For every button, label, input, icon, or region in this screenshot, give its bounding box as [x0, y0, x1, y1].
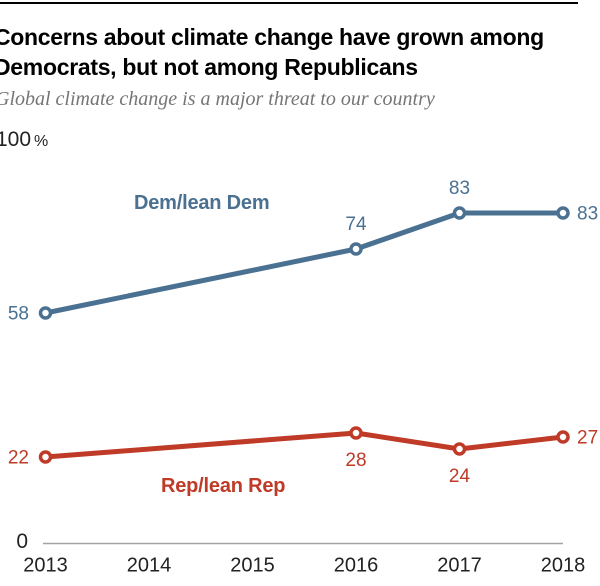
- line-rep-lean-rep: [43, 430, 566, 460]
- value-label-rep-lean-rep: 22: [8, 448, 29, 469]
- data-point-marker-rep-lean-rep: [349, 426, 363, 440]
- chart-subtitle: Global climate change is a major threat …: [0, 88, 435, 110]
- x-tick-label: 2013: [23, 555, 68, 577]
- y-axis-max-value: 100: [0, 128, 32, 151]
- dem-series-label: Dem/lean Dem: [134, 192, 270, 214]
- value-label-dem-lean-dem: 74: [345, 214, 367, 235]
- x-tick-label: 2017: [437, 555, 482, 577]
- value-label-dem-lean-dem: 58: [8, 304, 29, 325]
- chart-title-line1: Concerns about climate change have grown…: [0, 24, 544, 50]
- chart-title-line2: Democrats, but not among Republicans: [0, 54, 418, 80]
- x-tick-label: 2015: [230, 555, 275, 577]
- value-label-rep-lean-rep: 28: [345, 450, 366, 471]
- value-label-dem-lean-dem: 83: [449, 178, 470, 199]
- data-point-marker-dem-lean-dem: [452, 206, 467, 220]
- top-rule: [0, 2, 578, 4]
- rep-series-label: Rep/lean Rep: [161, 475, 286, 497]
- x-tick-label: 2018: [541, 555, 586, 577]
- value-label-dem-lean-dem: 83: [577, 204, 598, 225]
- y-axis-zero-label: 0: [16, 530, 28, 553]
- data-point-marker-dem-lean-dem: [556, 206, 570, 220]
- y-axis-max-label: 100%: [0, 128, 48, 152]
- data-point-marker-dem-lean-dem: [38, 306, 53, 320]
- line-dem-lean-dem: [43, 210, 566, 316]
- x-tick-label: 2016: [334, 555, 379, 577]
- data-point-marker-rep-lean-rep: [38, 450, 53, 464]
- data-point-marker-rep-lean-rep: [556, 430, 570, 444]
- value-label-rep-lean-rep: 24: [449, 466, 471, 487]
- x-tick-label: 2014: [127, 555, 172, 577]
- chart-title: Concerns about climate change have grown…: [0, 22, 600, 82]
- value-label-rep-lean-rep: 27: [577, 428, 598, 449]
- data-point-marker-rep-lean-rep: [452, 442, 467, 456]
- y-axis-percent-sign: %: [34, 133, 49, 150]
- data-point-marker-dem-lean-dem: [349, 242, 363, 256]
